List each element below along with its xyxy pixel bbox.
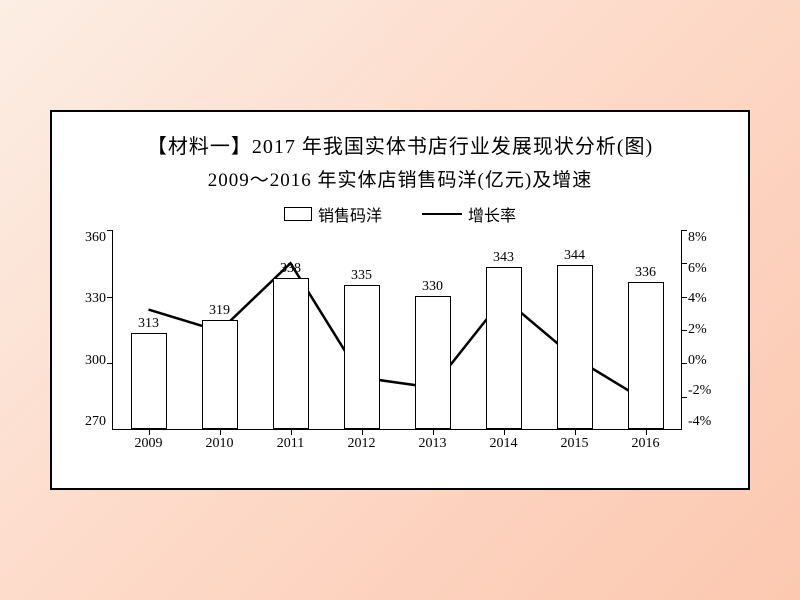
x-tick (646, 429, 647, 435)
x-tick (362, 429, 363, 435)
legend-line-swatch (422, 213, 462, 215)
bar (557, 265, 593, 429)
x-axis-label: 2009 (135, 436, 163, 452)
y-left-tick (107, 297, 113, 298)
x-axis-label: 2016 (632, 436, 660, 452)
y-right-tick (681, 363, 687, 364)
bar-value-label: 344 (564, 248, 585, 264)
plot-region: 3132009319201033820113352012330201334320… (112, 230, 682, 430)
y-right-tick (681, 297, 687, 298)
y-axis-left: 360 330 300 270 (72, 230, 106, 430)
y-right-tick (681, 397, 687, 398)
x-axis-label: 2011 (277, 436, 304, 452)
growth-line (113, 230, 681, 429)
bar (273, 278, 309, 429)
y-left-tick-label: 330 (85, 291, 106, 307)
x-tick (504, 429, 505, 435)
y-left-tick (107, 363, 113, 364)
y-right-tick-label: 2% (688, 322, 707, 338)
bar-value-label: 313 (138, 316, 159, 332)
bar-value-label: 319 (209, 303, 230, 319)
y-right-tick-label: 4% (688, 291, 707, 307)
bar-value-label: 336 (635, 265, 656, 281)
bar (486, 267, 522, 429)
x-tick (220, 429, 221, 435)
y-right-tick-label: -4% (688, 414, 711, 430)
x-axis-label: 2015 (561, 436, 589, 452)
y-right-tick (681, 263, 687, 264)
y-right-tick (681, 230, 687, 231)
bar (628, 282, 664, 429)
y-right-tick-label: -2% (688, 383, 711, 399)
panel-heading: 【材料一】2017 年我国实体书店行业发展现状分析(图) (72, 130, 728, 159)
x-axis-label: 2010 (206, 436, 234, 452)
legend-line-label: 增长率 (468, 202, 516, 226)
x-tick (291, 429, 292, 435)
x-axis-label: 2014 (490, 436, 518, 452)
legend-bar-label: 销售码洋 (318, 202, 382, 226)
y-left-tick-label: 270 (85, 414, 106, 430)
legend-bar: 销售码洋 (284, 202, 382, 226)
chart-title: 2009～2016 年实体店销售码洋(亿元)及增速 (72, 165, 728, 192)
legend-line: 增长率 (422, 202, 516, 226)
y-right-tick-label: 6% (688, 261, 707, 277)
x-tick (149, 429, 150, 435)
bar (202, 320, 238, 429)
legend: 销售码洋 增长率 (72, 202, 728, 226)
x-tick (575, 429, 576, 435)
x-tick (433, 429, 434, 435)
y-axis-right: 8% 6% 4% 2% 0% -2% -4% (688, 230, 728, 430)
bar-value-label: 330 (422, 279, 443, 295)
chart-panel: 【材料一】2017 年我国实体书店行业发展现状分析(图) 2009～2016 年… (50, 110, 750, 490)
bar (131, 333, 167, 429)
x-axis-label: 2012 (348, 436, 376, 452)
y-right-tick-label: 8% (688, 230, 707, 246)
x-axis-label: 2013 (419, 436, 447, 452)
y-left-tick-label: 300 (85, 353, 106, 369)
y-right-tick-label: 0% (688, 353, 707, 369)
bar-value-label: 338 (280, 261, 301, 277)
bar-value-label: 343 (493, 250, 514, 266)
bar (415, 296, 451, 429)
bar-value-label: 335 (351, 268, 372, 284)
y-right-tick (681, 330, 687, 331)
chart-area: 360330300270 313200931920103382011335201… (72, 230, 728, 470)
y-left-tick-label: 360 (85, 230, 106, 246)
bar (344, 285, 380, 429)
legend-bar-swatch (284, 207, 312, 221)
y-left-tick (107, 230, 113, 231)
